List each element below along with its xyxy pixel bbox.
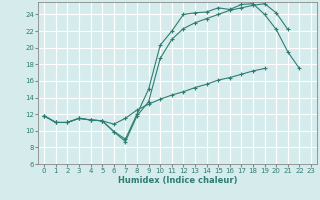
X-axis label: Humidex (Indice chaleur): Humidex (Indice chaleur) bbox=[118, 176, 237, 185]
